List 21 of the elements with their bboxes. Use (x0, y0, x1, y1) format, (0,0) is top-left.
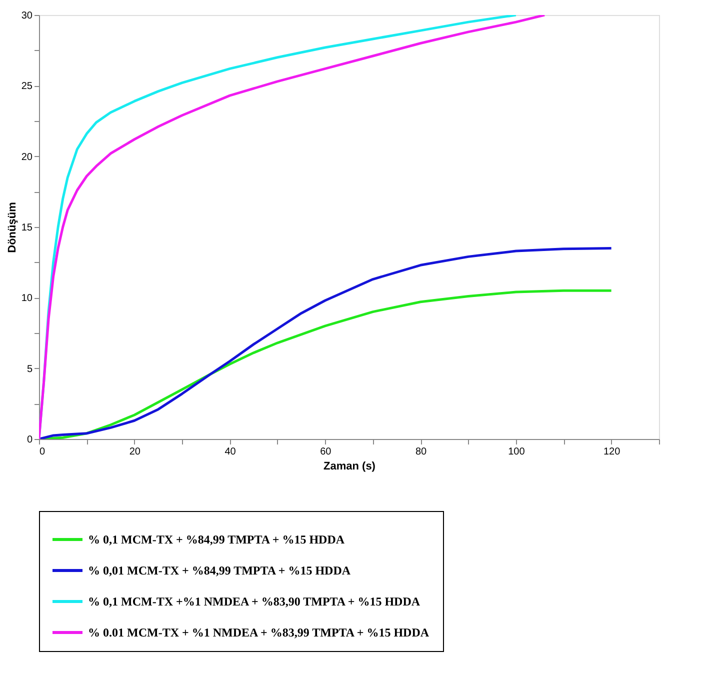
x-axis-title: Zaman (s) (324, 460, 376, 472)
legend-label: % 0.01 MCM-TX + %1 NMDEA + %83,99 TMPTA + %15 HDDA (88, 626, 430, 640)
legend-label: % 0,01 MCM-TX + %84,99 TMPTA + %15 HDDA (88, 564, 351, 578)
x-tick-label: 40 (224, 446, 236, 458)
x-tick-label: 60 (320, 446, 332, 458)
y-axis-title: Dönüşüm (6, 202, 18, 253)
y-tick-label: 25 (21, 81, 33, 92)
y-tick-label: 30 (21, 10, 33, 22)
x-tick-label: 0 (40, 446, 46, 458)
y-tick-label: 0 (26, 434, 33, 446)
y-tick-label: 15 (21, 222, 33, 234)
x-tick-label: 100 (508, 446, 526, 458)
y-tick-label: 20 (21, 152, 33, 163)
x-tick-label: 20 (129, 446, 141, 458)
y-tick-label: 10 (21, 293, 33, 304)
line-series (39, 246, 613, 439)
legend-label: % 0,1 MCM-TX + %84,99 TMPTA + %15 HDDA (88, 532, 345, 546)
x-tick-label: 120 (603, 446, 621, 458)
legend-label: % 0,1 MCM-TX +%1 NMDEA + %83,90 TMPTA + %15 HDDA (88, 594, 420, 608)
y-tick-label: 5 (26, 364, 33, 375)
x-tick-label: 80 (415, 446, 428, 458)
